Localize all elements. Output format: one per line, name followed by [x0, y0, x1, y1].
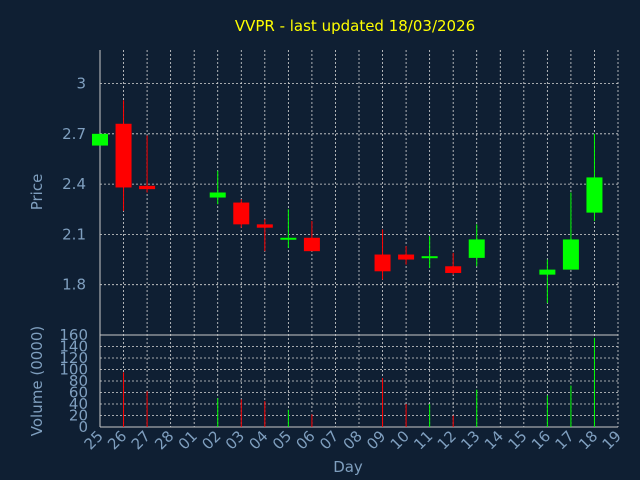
x-axis: 2526272801020304050607080910111213141516… — [81, 427, 625, 453]
candle-body — [586, 177, 603, 213]
volume-tick-label: 0 — [78, 418, 88, 436]
candle — [398, 246, 415, 265]
candle-body — [256, 224, 273, 228]
candle-body — [280, 237, 297, 240]
candle-body — [421, 256, 438, 259]
candle-body — [562, 239, 579, 270]
volume-tick-label: 80 — [69, 372, 88, 390]
chart-title: VVPR - last updated 18/03/2026 — [235, 17, 475, 35]
volume-tick-label: 160 — [59, 326, 88, 344]
price-tick-label: 2.4 — [62, 175, 86, 193]
price-tick-label: 2.1 — [62, 225, 86, 243]
candle-body — [445, 266, 462, 273]
volume-tick-label: 100 — [59, 361, 88, 379]
candle-body — [139, 185, 156, 190]
candle-body — [233, 202, 250, 225]
candle-body — [209, 192, 226, 198]
candle — [209, 170, 226, 205]
candle — [586, 133, 603, 221]
volume-tick-label: 140 — [59, 338, 88, 356]
candle-body — [468, 239, 485, 258]
candle-body — [539, 269, 556, 275]
candle — [562, 192, 579, 270]
candle — [421, 236, 438, 268]
candle-body — [115, 123, 132, 188]
volume-tick-label: 20 — [69, 407, 88, 425]
candle — [92, 133, 108, 146]
candle-body — [374, 254, 391, 272]
x-axis-label: Day — [333, 458, 363, 476]
price-tick-label: 3 — [76, 75, 86, 93]
candle — [303, 221, 320, 252]
candle-body — [398, 254, 415, 260]
candle — [280, 209, 297, 248]
candle — [233, 199, 250, 228]
candle-body — [303, 237, 320, 252]
candle — [468, 224, 485, 267]
candle — [445, 252, 462, 275]
price-tick-label: 1.8 — [62, 276, 86, 294]
price-axis-label: Price — [28, 174, 46, 211]
candle — [256, 219, 273, 252]
volume-axis-label: Volume (0000) — [28, 326, 46, 436]
candle — [139, 135, 156, 193]
price-tick-label: 2.7 — [62, 125, 86, 143]
candle — [539, 259, 556, 304]
candle-body — [92, 133, 108, 146]
volume-tick-label: 120 — [59, 349, 88, 367]
price-panel: 3 2.7 2.4 2.1 1.8 — [62, 50, 619, 427]
candle — [374, 229, 391, 280]
volume-tick-label: 40 — [69, 395, 88, 413]
volume-tick-label: 60 — [69, 384, 88, 402]
candle — [115, 100, 132, 211]
